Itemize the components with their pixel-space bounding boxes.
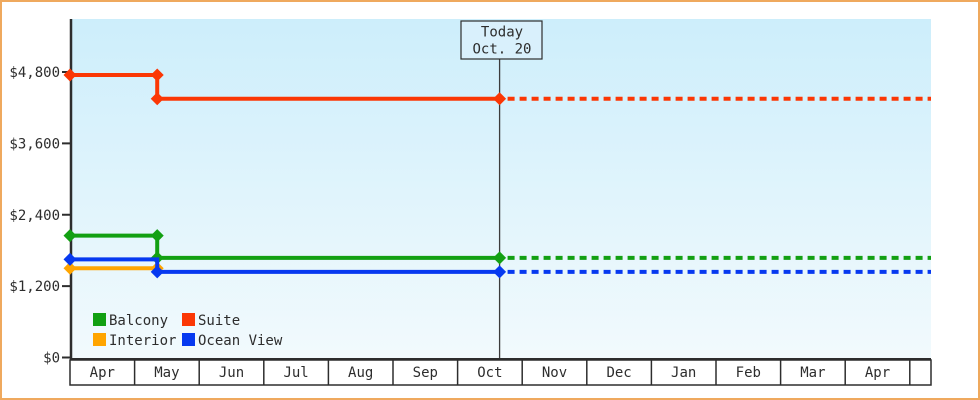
series-line-suite [70,72,500,101]
y-axis-label: $1,200 [9,279,60,295]
month-label-aug-4: Aug [348,365,373,381]
month-label-apr-0: Apr [90,365,115,381]
month-strip [69,359,932,386]
data-point-ocean-view [63,252,77,266]
legend-swatch-ocean-view [182,333,195,346]
data-point-balcony [493,251,507,265]
data-point-suite [493,92,507,106]
data-point-ocean-view [493,265,507,279]
legend-label-suite: Suite [198,313,240,329]
today-box [460,20,543,60]
month-label-dec-8: Dec [606,365,631,381]
data-point-balcony [63,229,77,243]
month-label-jan-9: Jan [671,365,696,381]
today-label: Today [481,25,523,41]
data-point-suite [150,68,164,82]
month-label-jul-3: Jul [283,365,308,381]
y-axis-label: $2,400 [9,208,60,224]
y-axis-label: $4,800 [9,65,60,81]
month-label-jun-2: Jun [219,365,244,381]
legend-label-balcony: Balcony [109,313,168,329]
month-label-may-1: May [154,365,179,381]
today-date-label: Oct. 20 [472,42,531,58]
month-label-nov-7: Nov [542,365,567,381]
data-point-suite [150,92,164,106]
legend-label-ocean-view: Ocean View [198,333,283,349]
y-axis-label: $3,600 [9,136,60,152]
legend-swatch-interior [93,333,106,346]
y-axis-label: $0 [43,351,60,367]
data-point-suite [63,68,77,82]
plot-background [72,19,931,360]
legend-swatch-balcony [93,313,106,326]
month-label-sep-5: Sep [413,365,438,381]
month-label-oct-6: Oct [477,365,502,381]
month-label-mar-11: Mar [800,365,825,381]
month-label-apr-12: Apr [865,365,890,381]
month-label-feb-10: Feb [736,365,761,381]
legend-label-interior: Interior [109,333,176,349]
data-point-balcony [150,229,164,243]
series-line-balcony [70,233,500,260]
data-point-ocean-view [150,265,164,279]
data-point-interior [63,261,77,275]
legend-swatch-suite [182,313,195,326]
